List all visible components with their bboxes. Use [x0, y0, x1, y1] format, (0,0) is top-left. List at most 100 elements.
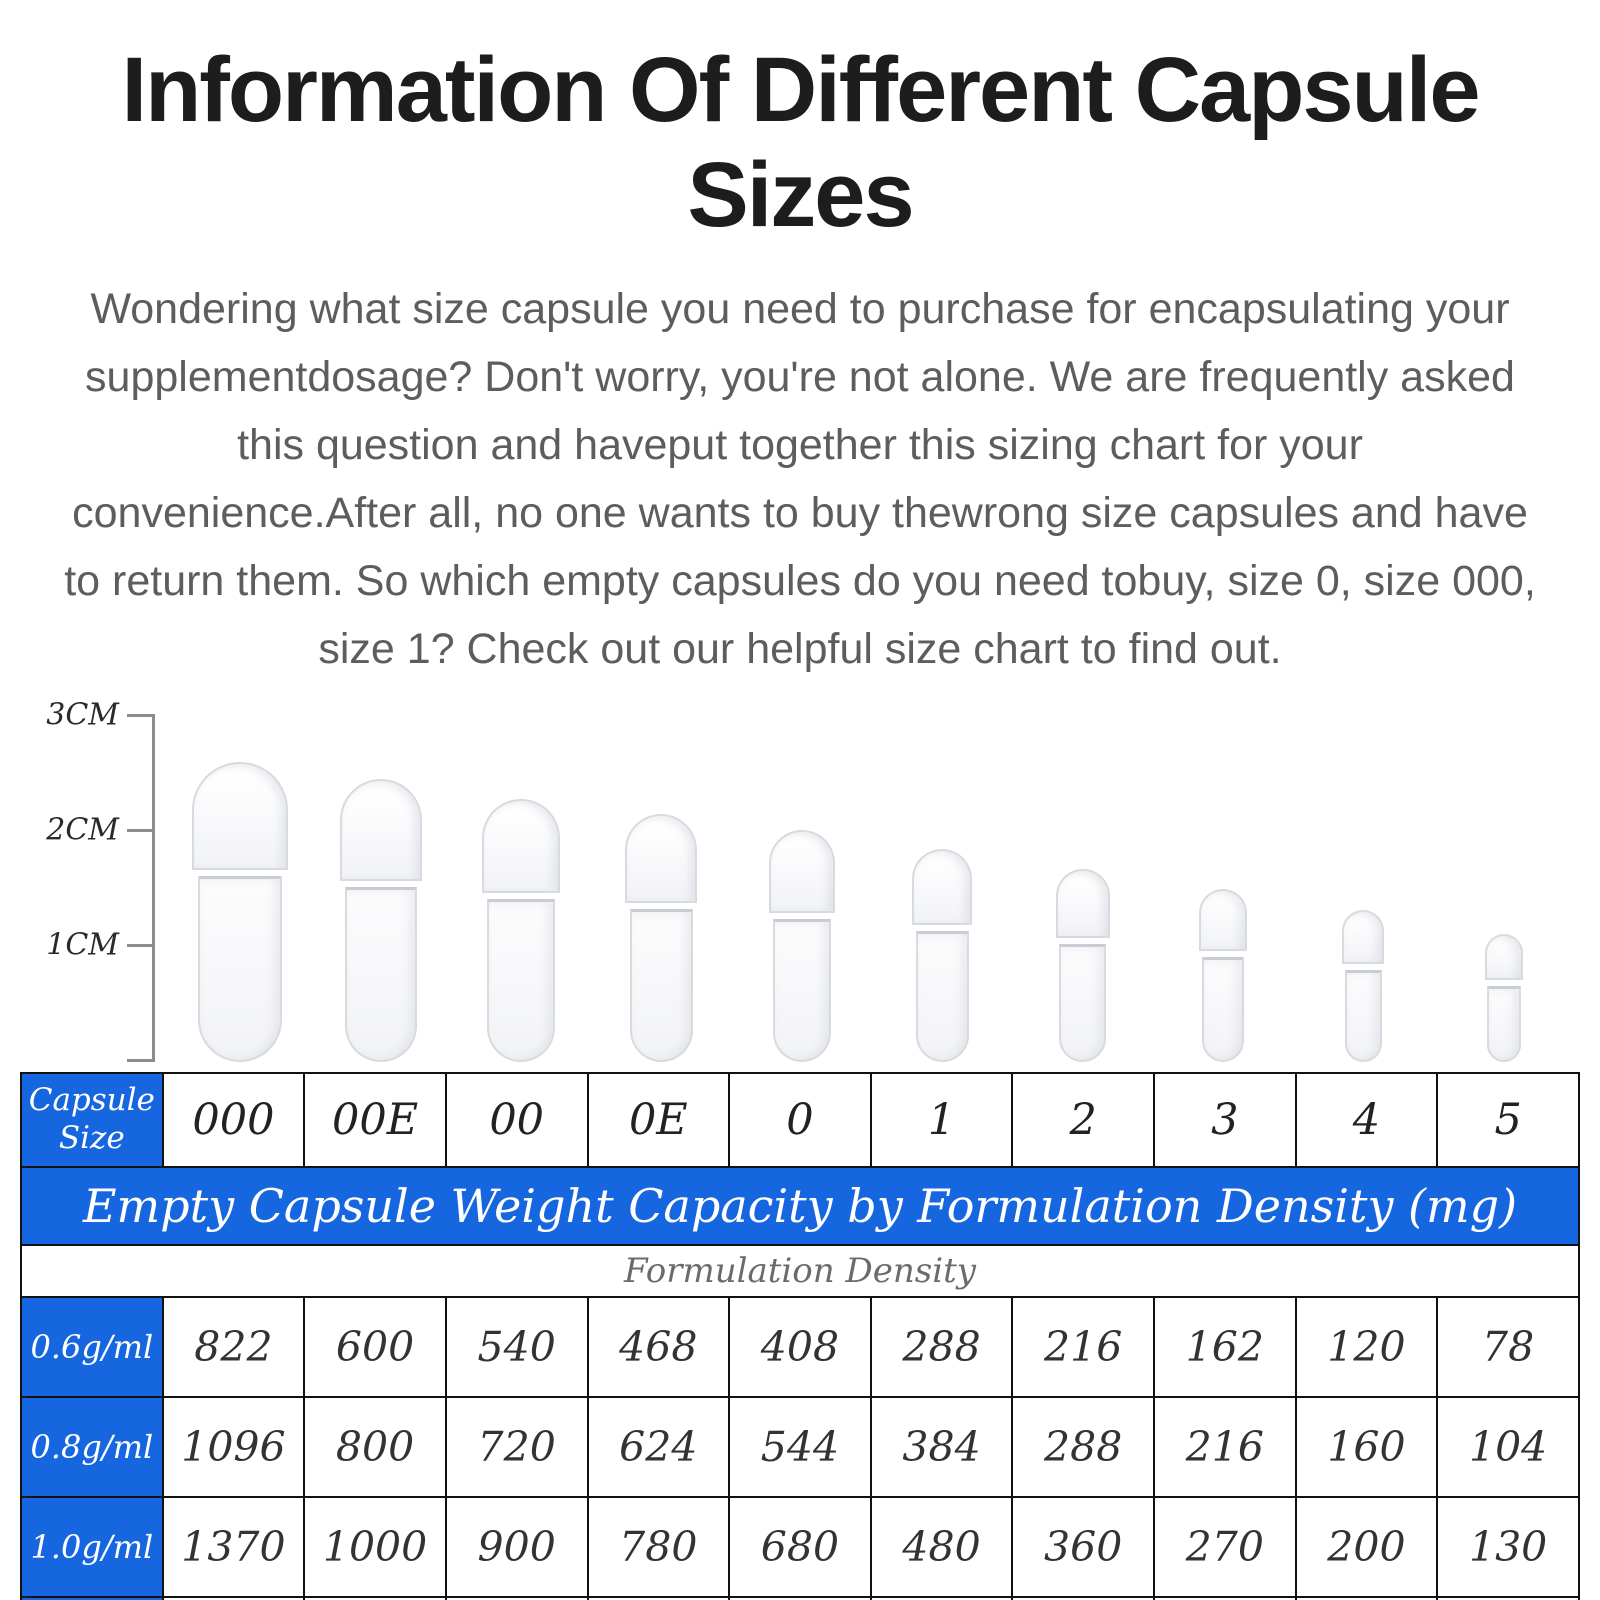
- capacity-value-00-1.0g/ml: 900: [444, 1495, 589, 1598]
- size-header-0: 0: [728, 1071, 872, 1168]
- capsule-4: [1342, 909, 1385, 1062]
- capsule-000: [192, 761, 289, 1062]
- size-header-3: 3: [1153, 1071, 1297, 1168]
- capsule-cap: [1342, 909, 1385, 965]
- capsule-cap: [482, 798, 561, 894]
- density-row-1.0g/ml: 1.0g/ml 1370 1000 900 780 680 480 360 270 200 130: [20, 1495, 1580, 1598]
- capsule-size-chart: 3CM 2CM 1CM: [20, 697, 1580, 1062]
- density-label: 1.0g/ml: [20, 1495, 164, 1598]
- size-header-1: 1: [869, 1071, 1014, 1168]
- capacity-value-00-0.8g/ml: 720: [444, 1395, 589, 1498]
- capsule-cap: [625, 813, 698, 903]
- capacity-value-0E-0.6g/ml: 468: [586, 1295, 731, 1398]
- density-label: 0.6g/ml: [20, 1295, 164, 1398]
- banner-row: Empty Capsule Weight Capacity by Formula…: [20, 1165, 1580, 1246]
- capacity-value-2-1.2g/ml: 432: [1011, 1595, 1155, 1600]
- capsule-body: [486, 899, 556, 1062]
- capsule-column-4: [1293, 909, 1433, 1062]
- capacity-value-5-1.0g/ml: 130: [1436, 1495, 1580, 1598]
- size-header-0E: 0E: [586, 1071, 731, 1168]
- capacity-value-4-0.6g/ml: 120: [1294, 1295, 1439, 1398]
- banner-text: Empty Capsule Weight Capacity by Formula…: [20, 1165, 1580, 1246]
- intro-text: Wondering what size capsule you need to …: [64, 285, 1536, 673]
- capacity-value-0-0.8g/ml: 544: [728, 1395, 872, 1498]
- subheader-text: Formulation Density: [20, 1243, 1580, 1298]
- capsule-column-00: [451, 798, 591, 1062]
- ruler-tick-base: [127, 1058, 155, 1062]
- density-label: 1.2g/ml: [20, 1595, 164, 1600]
- capacity-value-4-1.2g/ml: 240: [1294, 1595, 1439, 1600]
- capacity-value-4-0.8g/ml: 160: [1294, 1395, 1439, 1498]
- capacity-value-0E-1.0g/ml: 780: [586, 1495, 731, 1598]
- capsule-column-00E: [310, 778, 450, 1062]
- capsule-0: [768, 829, 835, 1062]
- ruler-line: [152, 713, 155, 1062]
- capsule-cap: [339, 778, 422, 881]
- capacity-value-5-0.6g/ml: 78: [1436, 1295, 1580, 1398]
- capacity-value-00E-0.6g/ml: 600: [303, 1295, 447, 1398]
- cm-ruler: 3CM 2CM 1CM: [35, 697, 185, 1062]
- size-header-4: 4: [1294, 1071, 1439, 1168]
- size-header-5: 5: [1436, 1071, 1580, 1168]
- capacity-value-000-1.0g/ml: 1370: [161, 1495, 306, 1598]
- size-header-2: 2: [1011, 1071, 1155, 1168]
- ruler-label-3cm: 3CM: [46, 697, 119, 733]
- capacity-value-00E-1.2g/ml: 1200: [303, 1595, 447, 1600]
- capsule-body: [197, 875, 283, 1062]
- capacity-value-2-0.8g/ml: 288: [1011, 1395, 1155, 1498]
- size-header-00: 00: [444, 1071, 589, 1168]
- capsule-body: [915, 931, 969, 1062]
- ruler-label-2cm: 2CM: [46, 812, 119, 848]
- capacity-value-00E-0.8g/ml: 800: [303, 1395, 447, 1498]
- size-header-row: Capsule Size 000 00E 00 0E 0 1 2 3 4 5: [20, 1071, 1580, 1168]
- capacity-value-2-0.6g/ml: 216: [1011, 1295, 1155, 1398]
- size-header-000: 000: [161, 1071, 306, 1168]
- capacity-value-2-1.0g/ml: 360: [1011, 1495, 1155, 1598]
- capsule-body: [772, 919, 831, 1062]
- capacity-value-3-0.8g/ml: 216: [1153, 1395, 1297, 1498]
- capsule-column-3: [1153, 888, 1293, 1062]
- capacity-value-4-1.0g/ml: 200: [1294, 1495, 1439, 1598]
- density-row-1.2g/ml: 1.2g/ml164412001080936816576432324240156: [20, 1595, 1580, 1600]
- capsule-3: [1199, 888, 1248, 1062]
- capsule-cap: [912, 848, 973, 926]
- corner-header: Capsule Size: [20, 1071, 164, 1168]
- capsule-column-2: [1012, 868, 1152, 1062]
- density-label: 0.8g/ml: [20, 1395, 164, 1498]
- size-header-00E: 00E: [303, 1071, 447, 1168]
- subheader-row: Formulation Density: [20, 1243, 1580, 1298]
- capsule-1: [912, 848, 973, 1062]
- capsule-column-1: [872, 848, 1012, 1062]
- capsule-body: [344, 886, 417, 1062]
- capacity-value-00E-1.0g/ml: 1000: [303, 1495, 447, 1598]
- capsule-body: [1201, 956, 1245, 1062]
- capacity-value-3-0.6g/ml: 162: [1153, 1295, 1297, 1398]
- density-row-0.8g/ml: 0.8g/ml 1096 800 720 624 544 384 288 216 160 104: [20, 1395, 1580, 1498]
- capacity-value-000-0.6g/ml: 822: [161, 1295, 306, 1398]
- capsule-column-0E: [591, 813, 731, 1062]
- capacity-value-5-1.2g/ml: 156: [1436, 1595, 1580, 1600]
- capsule-2: [1055, 868, 1110, 1062]
- capacity-value-1-0.8g/ml: 384: [869, 1395, 1014, 1498]
- ruler-label-1cm: 1CM: [46, 927, 119, 963]
- capsule-5: [1484, 933, 1523, 1062]
- ruler-tick-3cm: [127, 713, 155, 717]
- capacity-value-00-1.2g/ml: 1080: [444, 1595, 589, 1600]
- capsule-body: [1487, 985, 1521, 1062]
- capsule-cap: [192, 761, 289, 870]
- capsule-body: [1344, 970, 1382, 1062]
- capacity-value-0-1.0g/ml: 680: [728, 1495, 872, 1598]
- capacity-table: Capsule Size 000 00E 00 0E 0 1 2 3 4 5 Empty Capsul…: [20, 1071, 1580, 1600]
- capsule-row: [170, 702, 1574, 1062]
- capsule-column-0: [732, 829, 872, 1062]
- capsule-cap: [1484, 933, 1523, 980]
- capsule-cap: [1055, 868, 1110, 939]
- capsule-cap: [768, 829, 835, 914]
- capsule-body: [1058, 944, 1107, 1062]
- capacity-value-000-1.2g/ml: 1644: [161, 1595, 306, 1600]
- capacity-value-00-0.6g/ml: 540: [444, 1295, 589, 1398]
- capsule-body: [629, 908, 694, 1062]
- capacity-value-3-1.2g/ml: 324: [1153, 1595, 1297, 1600]
- capacity-value-3-1.0g/ml: 270: [1153, 1495, 1297, 1598]
